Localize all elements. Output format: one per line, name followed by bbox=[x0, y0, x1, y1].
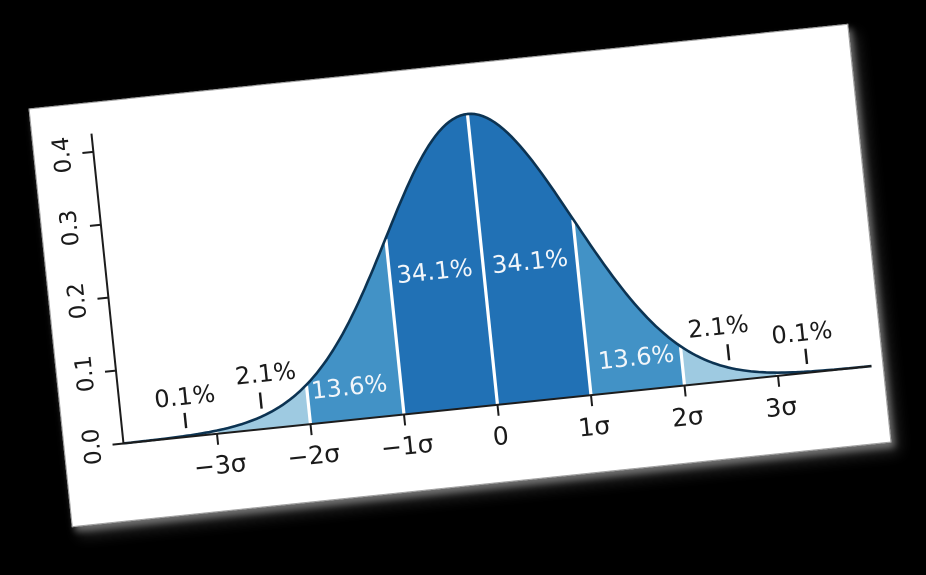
bell-curve bbox=[123, 112, 872, 445]
y-tick-label-0.2: 0.2 bbox=[63, 281, 93, 320]
y-tick-0.4 bbox=[82, 150, 94, 154]
pct-label-0.1%-0: 0.1% bbox=[153, 380, 217, 414]
y-tick-0.1 bbox=[104, 369, 117, 373]
y-tick-label-0.4: 0.4 bbox=[48, 135, 78, 174]
x-tick-label-2: 2σ bbox=[670, 401, 705, 433]
x-tick--3 bbox=[215, 433, 220, 445]
y-tick-label-0.3: 0.3 bbox=[55, 208, 85, 247]
pct-pointer-6 bbox=[726, 344, 731, 361]
sigma-separator-0 bbox=[465, 114, 500, 405]
pct-pointer-1 bbox=[258, 392, 263, 409]
normal-distribution-chart: −3σ −2σ −1σ 0 1σ 2σ 3σ0.00.10.20.30.40.1%2.1% 1… bbox=[48, 112, 872, 482]
x-tick--1 bbox=[402, 414, 407, 426]
y-tick-0.0 bbox=[112, 442, 124, 446]
pct-label-2.1%-6: 2.1% bbox=[686, 310, 750, 344]
chart-card: −3σ −2σ −1σ 0 1σ 2σ 3σ 0.0 0.1 0.2 0.3 0.4 0.1% 2.1% 1… bbox=[28, 23, 892, 528]
x-tick-label-1: 1σ bbox=[577, 410, 612, 442]
sigma-separator-2 bbox=[678, 346, 687, 386]
sigma-separator--1 bbox=[384, 238, 406, 415]
x-tick-label-0: 0 bbox=[491, 421, 510, 451]
x-tick-label--2: −2σ bbox=[286, 438, 342, 472]
sigma-separator-1 bbox=[571, 219, 593, 396]
y-tick-0.2 bbox=[97, 296, 109, 300]
region-13.6%-1to2 bbox=[572, 218, 685, 396]
region-13.6%--2to-1 bbox=[306, 238, 404, 425]
y-tick-0.3 bbox=[89, 223, 101, 227]
y-tick-label-0.1: 0.1 bbox=[70, 354, 100, 393]
y-axis-line bbox=[90, 133, 125, 445]
sigma-separator--2 bbox=[304, 385, 313, 425]
x-tick-label--1: −1σ bbox=[380, 429, 436, 463]
x-tick-2 bbox=[683, 385, 687, 397]
pct-pointer-7 bbox=[804, 348, 809, 365]
region-34.1%--1to0 bbox=[385, 113, 498, 415]
x-tick--2 bbox=[309, 424, 313, 436]
region-2.1%-2to3 bbox=[680, 346, 778, 386]
pct-label-2.1%-1: 2.1% bbox=[234, 356, 298, 390]
x-tick-0 bbox=[496, 404, 500, 416]
region-2.1%--3to-2 bbox=[216, 384, 311, 434]
x-tick-label-3: 3σ bbox=[764, 391, 799, 423]
pct-pointer-0 bbox=[183, 412, 188, 429]
region-34.1%-0to1 bbox=[467, 113, 591, 405]
x-tick-3 bbox=[777, 375, 781, 387]
x-tick-label--3: −3σ bbox=[193, 448, 249, 482]
y-tick-label-0.0: 0.0 bbox=[78, 427, 108, 466]
pct-label-0.1%-7: 0.1% bbox=[770, 316, 834, 350]
x-tick-1 bbox=[590, 395, 594, 407]
